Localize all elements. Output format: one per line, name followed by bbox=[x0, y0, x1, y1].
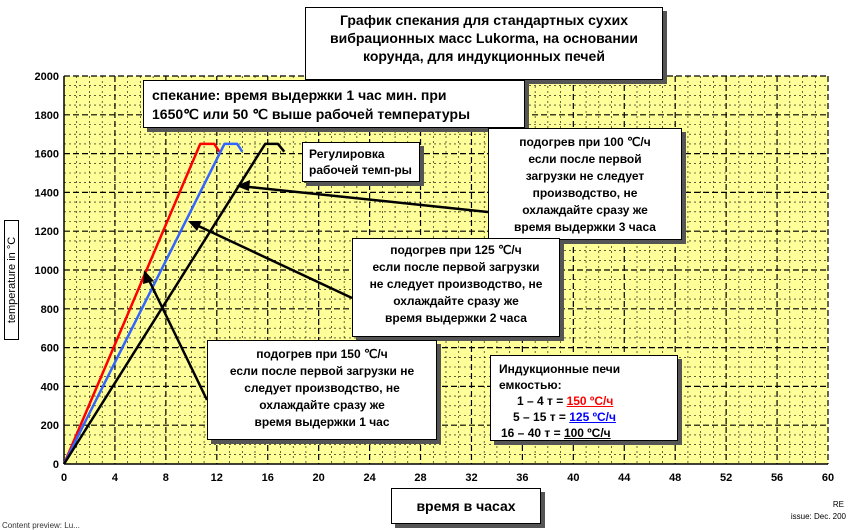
heat-125-line: подогрев при 125 ℃/ч bbox=[390, 243, 522, 257]
sintering-line: 1650℃ или 50 ℃ выше рабочей температуры bbox=[152, 106, 471, 122]
arrow-100-head bbox=[236, 180, 250, 191]
x-tick-label: 4 bbox=[112, 472, 119, 484]
chart-title: График спекания для стандартных сухих ви… bbox=[305, 7, 663, 80]
heat-100-line: охлаждайте сразу же bbox=[522, 203, 648, 217]
arrow-125 bbox=[191, 221, 353, 300]
x-tick-label: 40 bbox=[567, 472, 579, 484]
y-tick-label: 1400 bbox=[35, 187, 59, 199]
x-tick-label: 44 bbox=[618, 472, 631, 484]
x-tick-label: 60 bbox=[822, 472, 834, 484]
series-layer bbox=[62, 142, 286, 465]
induction-row: 1 – 4 т = 150 ºC/ч bbox=[499, 393, 669, 409]
heat-125-line: охлаждайте сразу же bbox=[393, 294, 519, 308]
induction-title: Индукционные печи bbox=[499, 362, 621, 376]
series-line-2 bbox=[62, 142, 286, 465]
heat-125-line: не следует производство, не bbox=[369, 277, 543, 291]
heat-100-line: если после первой bbox=[528, 152, 642, 166]
heat-125-line: время выдержки 2 часа bbox=[385, 311, 527, 325]
title-line: График спекания для стандартных сухих bbox=[339, 12, 629, 28]
x-tick-label: 12 bbox=[211, 472, 223, 484]
induction-row: 16 – 40 т = 100 ºC/ч bbox=[499, 425, 669, 441]
footer-issue: issue: Dec. 200 bbox=[790, 512, 846, 521]
x-tick-label: 20 bbox=[313, 472, 325, 484]
axes bbox=[63, 76, 828, 465]
heat-150-line: подогрев при 150 ℃/ч bbox=[256, 347, 388, 361]
arrow-100 bbox=[239, 184, 489, 214]
y-tick-label: 800 bbox=[41, 304, 59, 316]
heat-100-line: подогрев при 100 ℃/ч bbox=[519, 135, 651, 149]
x-tick-label: 28 bbox=[414, 472, 426, 484]
x-tick-label: 32 bbox=[465, 472, 477, 484]
induction-range: 16 – 40 т = bbox=[501, 426, 564, 440]
heat-150-line: следует производство, не bbox=[244, 381, 400, 395]
induction-range: 5 – 15 т = bbox=[513, 410, 570, 424]
footer-code: RE bbox=[832, 500, 844, 509]
y-tick-label: 600 bbox=[41, 343, 59, 355]
title-line: корунда, для индукционных печей bbox=[363, 48, 605, 64]
y-axis-label-box: temperature in °C bbox=[4, 220, 19, 340]
regulation-line: Регулировка bbox=[309, 147, 385, 161]
heat-150-note: подогрев при 150 ℃/ч если после первой з… bbox=[207, 340, 437, 440]
x-tick-label: 36 bbox=[516, 472, 528, 484]
x-tick-label: 0 bbox=[61, 472, 67, 484]
y-tick-label: 2000 bbox=[35, 71, 59, 83]
x-tick-label: 56 bbox=[771, 472, 783, 484]
x-tick-label: 52 bbox=[720, 472, 732, 484]
y-tick-label: 1000 bbox=[35, 265, 59, 277]
heat-150-line: охлаждайте сразу же bbox=[259, 398, 385, 412]
induction-rate: 100 ºC/ч bbox=[563, 426, 611, 440]
heat-150-line: время выдержки 1 час bbox=[254, 415, 390, 429]
y-tick-label: 1600 bbox=[35, 149, 59, 161]
y-tick-label: 1200 bbox=[35, 226, 59, 238]
induction-title: емкостью: bbox=[499, 378, 562, 392]
heat-100-line: время выдержки 3 часа bbox=[514, 220, 656, 234]
arrow-125-head bbox=[188, 221, 202, 231]
footer-left-text: Content preview: Lu... bbox=[2, 521, 80, 530]
sintering-line: спекание: время выдержки 1 час мин. при bbox=[152, 87, 447, 103]
induction-rate: 125 ºC/ч bbox=[569, 410, 616, 424]
regulation-note: Регулировка рабочей темп-ры bbox=[302, 142, 420, 182]
heat-125-line: если после первой загрузки bbox=[372, 260, 540, 274]
arrow-150 bbox=[144, 273, 209, 401]
y-axis-label: temperature in °C bbox=[5, 236, 18, 324]
y-tick-label: 0 bbox=[53, 459, 59, 471]
heat-100-line: загрузки не следует bbox=[525, 169, 645, 183]
x-axis-label: время в часах bbox=[391, 488, 541, 524]
y-tick-label: 400 bbox=[41, 381, 59, 393]
y-tick-label: 1800 bbox=[35, 110, 59, 122]
heat-100-note: подогрев при 100 ℃/ч если после первой з… bbox=[488, 128, 682, 240]
induction-rate: 150 ºC/ч bbox=[566, 394, 614, 408]
y-tick-label: 200 bbox=[41, 420, 59, 432]
heat-150-line: если после первой загрузки не bbox=[229, 364, 415, 378]
x-tick-label: 24 bbox=[363, 472, 376, 484]
x-tick-label: 16 bbox=[262, 472, 274, 484]
series-line-1 bbox=[62, 142, 244, 465]
x-tick-label: 8 bbox=[163, 472, 169, 484]
tick-labels: 0 4 8 12 16 20 24 28 32 36 40 44 48 52 56 6002004006008… bbox=[35, 71, 835, 484]
x-tick-label: 48 bbox=[669, 472, 681, 484]
sintering-note: спекание: время выдержки 1 час мин. при … bbox=[143, 80, 525, 128]
induction-furnace-legend: Индукционные печи емкостью: 1 – 4 т = 15… bbox=[490, 355, 678, 441]
arrow-150-head bbox=[143, 270, 154, 284]
induction-row: 5 – 15 т = 125 ºC/ч bbox=[499, 409, 669, 425]
induction-range: 1 – 4 т = bbox=[517, 394, 567, 408]
series-line-0 bbox=[62, 142, 221, 465]
title-line: вибрационных масс Lukorma, на основании bbox=[330, 30, 638, 46]
heat-125-note: подогрев при 125 ℃/ч если после первой з… bbox=[352, 238, 560, 337]
regulation-line: рабочей темп-ры bbox=[309, 163, 412, 177]
heat-100-line: производство, не bbox=[532, 186, 638, 200]
annotation-arrows bbox=[143, 180, 489, 401]
